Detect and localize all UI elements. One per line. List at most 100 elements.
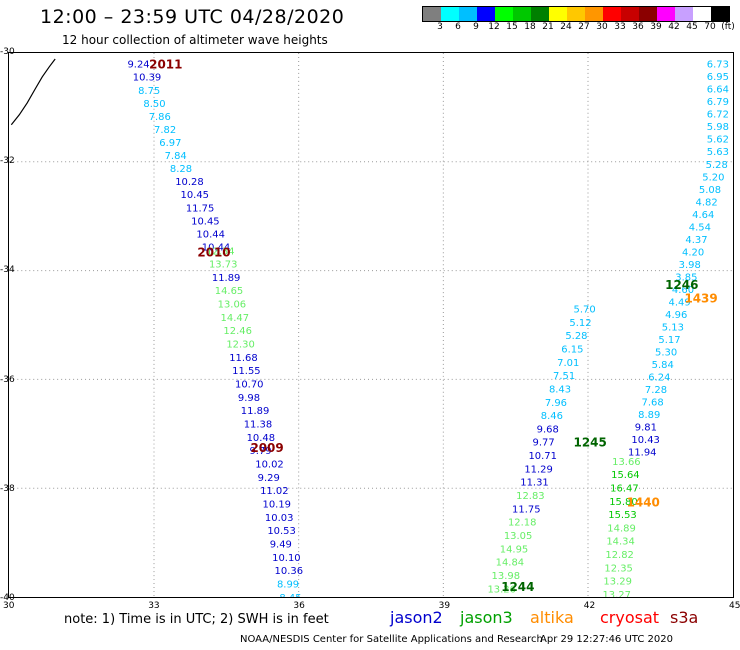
wave-height-value: 9.77 xyxy=(533,438,555,449)
wave-height-value: 9.79 xyxy=(249,446,271,457)
wave-height-value: 4.54 xyxy=(689,222,711,233)
wave-height-value: 9.24 xyxy=(127,60,149,71)
wave-height-value: 10.43 xyxy=(631,435,660,446)
wave-height-value: 10.39 xyxy=(133,73,161,84)
wave-height-value: 5.63 xyxy=(707,147,729,158)
color-scale-label: 30 xyxy=(596,22,608,32)
color-scale-bar xyxy=(422,6,730,22)
pass-label: 2010 xyxy=(197,245,230,259)
lon-label: 39 xyxy=(438,601,451,611)
wave-height-value: 11.75 xyxy=(186,203,215,214)
color-scale-swatch xyxy=(441,7,459,21)
lat-label: -30 xyxy=(0,47,15,57)
wave-height-value: 10.53 xyxy=(267,526,296,537)
wave-height-value: 4.60 xyxy=(672,285,694,296)
color-scale-swatch xyxy=(639,7,657,21)
color-scale-label: 15 xyxy=(506,22,518,32)
wave-height-value: 10.36 xyxy=(275,566,303,577)
wave-height-value: 10.45 xyxy=(181,190,210,201)
color-scale-label: 12 xyxy=(488,22,500,32)
lat-label: -40 xyxy=(0,593,15,603)
wave-height-value: 16.47 xyxy=(610,483,639,494)
wave-height-value: 11.94 xyxy=(628,448,657,459)
wave-height-value: 10.44 xyxy=(202,242,231,253)
color-scale-swatch xyxy=(621,7,639,21)
wave-height-value: 4.64 xyxy=(692,210,714,221)
wave-height-value: 5.13 xyxy=(662,322,684,333)
wave-height-value: 7.96 xyxy=(545,398,567,409)
wave-height-value: 15.64 xyxy=(611,470,640,481)
color-scale-swatch xyxy=(585,7,603,21)
wave-height-value: 8.28 xyxy=(170,164,192,175)
pass-label: 1245 xyxy=(574,436,607,450)
lat-label: -38 xyxy=(0,483,15,494)
wave-height-value: 4.82 xyxy=(696,197,718,208)
lon-label: 45 xyxy=(729,601,740,611)
wave-height-value: 9.81 xyxy=(635,423,657,434)
lon-label: 33 xyxy=(148,601,160,611)
color-scale-swatch xyxy=(603,7,621,21)
wave-height-value: 12.18 xyxy=(508,518,537,529)
credit-line: NOAA/NESDIS Center for Satellite Applica… xyxy=(240,634,543,645)
wave-height-value: 10.03 xyxy=(265,513,293,524)
wave-height-value: 4.96 xyxy=(665,310,687,321)
pass-label: 2009 xyxy=(250,441,283,455)
color-scale-swatch xyxy=(567,7,585,21)
wave-height-value: 6.64 xyxy=(707,85,729,96)
color-scale-swatch xyxy=(459,7,477,21)
wave-height-value: 14.95 xyxy=(500,544,528,555)
wave-height-value: 13.29 xyxy=(603,577,632,588)
wave-height-value: 13.27 xyxy=(602,590,631,598)
wave-height-value: 8.43 xyxy=(549,384,571,395)
wave-height-value: 10.44 xyxy=(196,229,225,240)
wave-height-value: 12.34 xyxy=(206,246,235,257)
wave-height-value: 6.95 xyxy=(707,72,729,83)
wave-height-value: 9.49 xyxy=(270,539,292,550)
wave-height-value: 8.75 xyxy=(138,86,160,97)
wave-height-value: 7.86 xyxy=(149,112,171,123)
color-scale-swatch xyxy=(711,7,729,21)
color-scale-label: 27 xyxy=(578,22,590,32)
wave-height-value: 7.01 xyxy=(557,358,579,369)
satellite-legend-item: s3a xyxy=(670,608,699,627)
wave-height-value: 10.19 xyxy=(262,500,291,511)
wave-height-value: 13.26 xyxy=(487,584,516,595)
wave-height-value: 14.84 xyxy=(496,558,525,569)
wave-height-value: 14.89 xyxy=(607,523,636,534)
wave-height-value: 14.65 xyxy=(215,286,244,297)
color-scale-label: 33 xyxy=(614,22,626,32)
lon-label: 30 xyxy=(3,601,15,611)
wave-height-value: 8.50 xyxy=(143,99,165,110)
wave-height-value: 10.10 xyxy=(272,553,301,564)
wave-height-value: 9.68 xyxy=(537,424,559,435)
wave-height-value: 6.97 xyxy=(159,138,181,149)
color-scale-label: (ft) xyxy=(721,22,735,32)
wave-height-value: 11.68 xyxy=(229,353,258,364)
color-scale-label: 45 xyxy=(686,22,698,32)
color-scale-swatch xyxy=(675,7,693,21)
wave-height-value: 13.73 xyxy=(209,260,238,271)
color-scale-swatch xyxy=(513,7,531,21)
pass-label: 1246 xyxy=(665,278,698,292)
wave-height-value: 7.82 xyxy=(154,125,176,136)
wave-height-value: 14.34 xyxy=(606,537,635,548)
coastline xyxy=(10,58,56,126)
wave-height-value: 5.17 xyxy=(658,335,680,346)
page-subtitle: 12 hour collection of altimeter wave hei… xyxy=(62,33,328,47)
color-scale-label: 6 xyxy=(455,22,461,32)
wave-height-value: 8.99 xyxy=(277,579,299,590)
wave-height-value: 6.24 xyxy=(648,372,670,383)
color-scale-label: 21 xyxy=(542,22,554,32)
wave-height-value: 10.70 xyxy=(235,380,264,391)
wave-height-value: 12.83 xyxy=(516,491,545,502)
wave-height-value: 11.55 xyxy=(232,366,261,377)
wave-height-value: 10.71 xyxy=(528,451,557,462)
wave-height-map: 9.24 10.39 8.75 8.50 7.86 7.82 6.97 7.84 8.28 10.… xyxy=(8,52,734,598)
wave-height-value: 8.45 xyxy=(279,593,301,598)
wave-height-value: 15.80 xyxy=(609,497,638,508)
pass-labels: 201120102009124614391245144012441243 xyxy=(149,58,718,594)
satellite-legend-item: cryosat xyxy=(600,608,660,627)
wave-height-value: 7.68 xyxy=(642,398,664,409)
timestamp: Apr 29 12:27:46 UTC 2020 xyxy=(540,634,673,645)
color-scale-swatch xyxy=(693,7,711,21)
